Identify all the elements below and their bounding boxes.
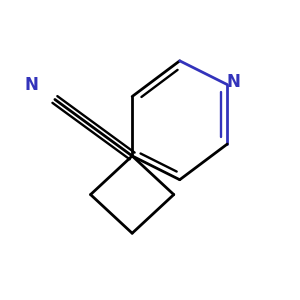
Text: N: N: [24, 76, 38, 94]
Text: N: N: [226, 73, 240, 91]
